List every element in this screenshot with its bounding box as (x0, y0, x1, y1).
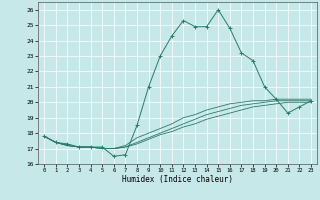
X-axis label: Humidex (Indice chaleur): Humidex (Indice chaleur) (122, 175, 233, 184)
